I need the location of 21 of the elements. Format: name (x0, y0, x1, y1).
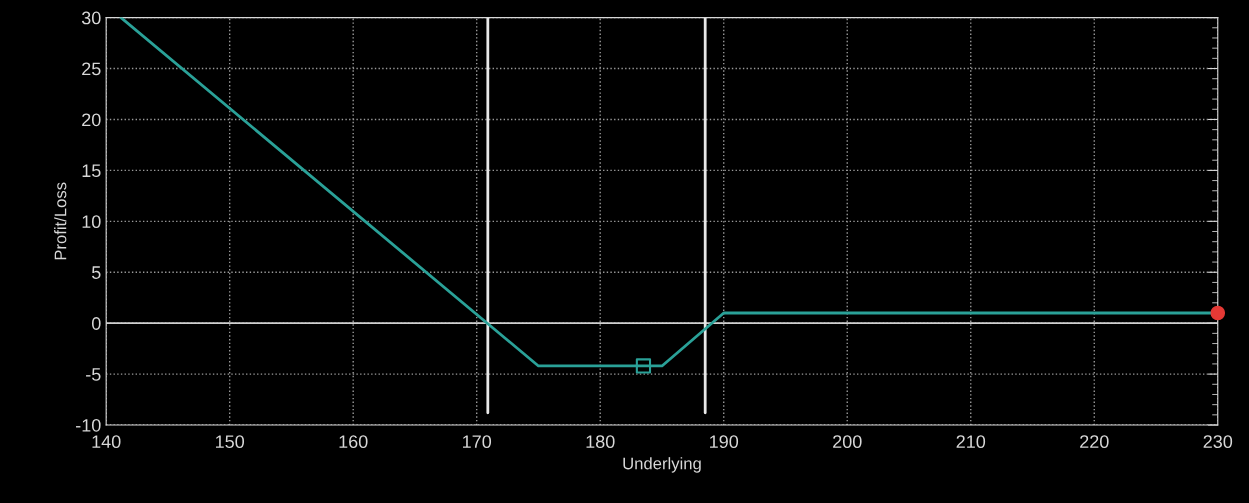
y-tick-label: -5 (86, 368, 101, 381)
x-tick-label: 140 (92, 435, 121, 449)
y-tick-label: 25 (82, 62, 101, 76)
x-tick-label: 230 (1203, 435, 1233, 449)
x-tick-label: 190 (710, 435, 739, 449)
y-tick-label: 0 (91, 317, 101, 330)
x-tick-label: 210 (956, 435, 986, 449)
x-tick-label: 220 (1080, 435, 1109, 449)
x-axis-title: Underlying (623, 457, 701, 473)
y-tick-label: 15 (82, 164, 101, 178)
y-tick-label: 5 (91, 266, 101, 279)
x-tick-label: 160 (339, 435, 368, 449)
x-tick-label: 150 (215, 435, 245, 449)
y-tick-label: 20 (82, 113, 101, 127)
x-tick-label: 200 (833, 435, 862, 449)
x-tick-label: 180 (586, 435, 615, 449)
y-axis-title: Profit/Loss (54, 182, 67, 260)
x-tick-label: 170 (463, 435, 492, 449)
y-tick-label: 30 (81, 11, 101, 25)
y-tick-label: 10 (82, 215, 101, 229)
y-tick-label: -10 (76, 418, 101, 432)
